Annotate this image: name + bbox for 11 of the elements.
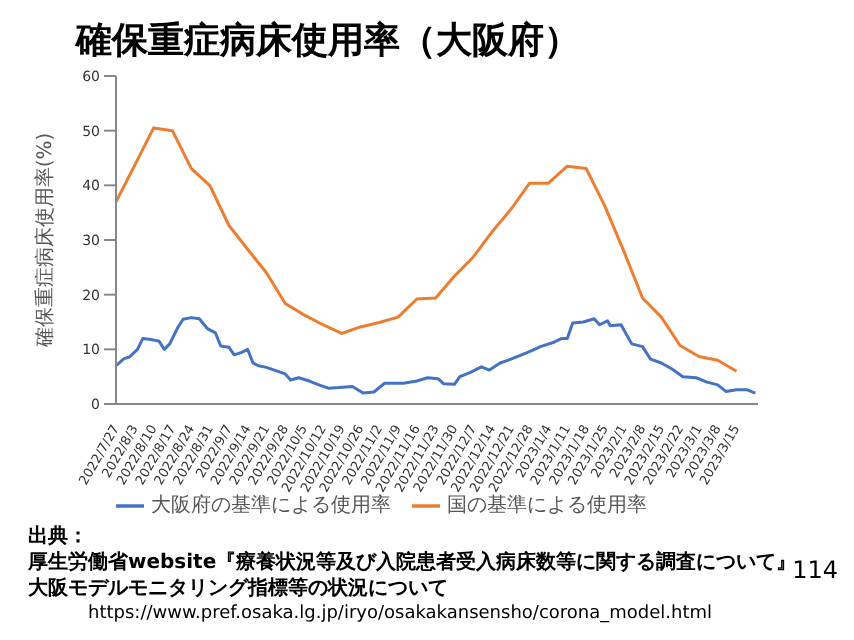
text: https://www.pref.osaka.lg.jp/iryo/osakakansensho/corona_model.html — [86, 602, 715, 628]
text: 厚生労働省website『療養状況等及び入院患者受入病床数等に関する調査について』 — [28, 550, 797, 574]
line-series — [116, 316, 757, 395]
chart-title: 確保重症病床使用率（大阪府） — [73, 18, 582, 66]
y-axis-title: 確保重症病床使用率(%) — [33, 132, 58, 350]
text: 114 — [792, 556, 838, 584]
legend-label: 国の基準による使用率 — [447, 495, 647, 518]
line-series — [116, 126, 739, 373]
source-note: 出典： — [28, 524, 90, 550]
text: 大阪モデルモニタリング指標等の状況について — [28, 576, 450, 602]
legend-label: 大阪府の基準による使用率 — [151, 495, 391, 518]
